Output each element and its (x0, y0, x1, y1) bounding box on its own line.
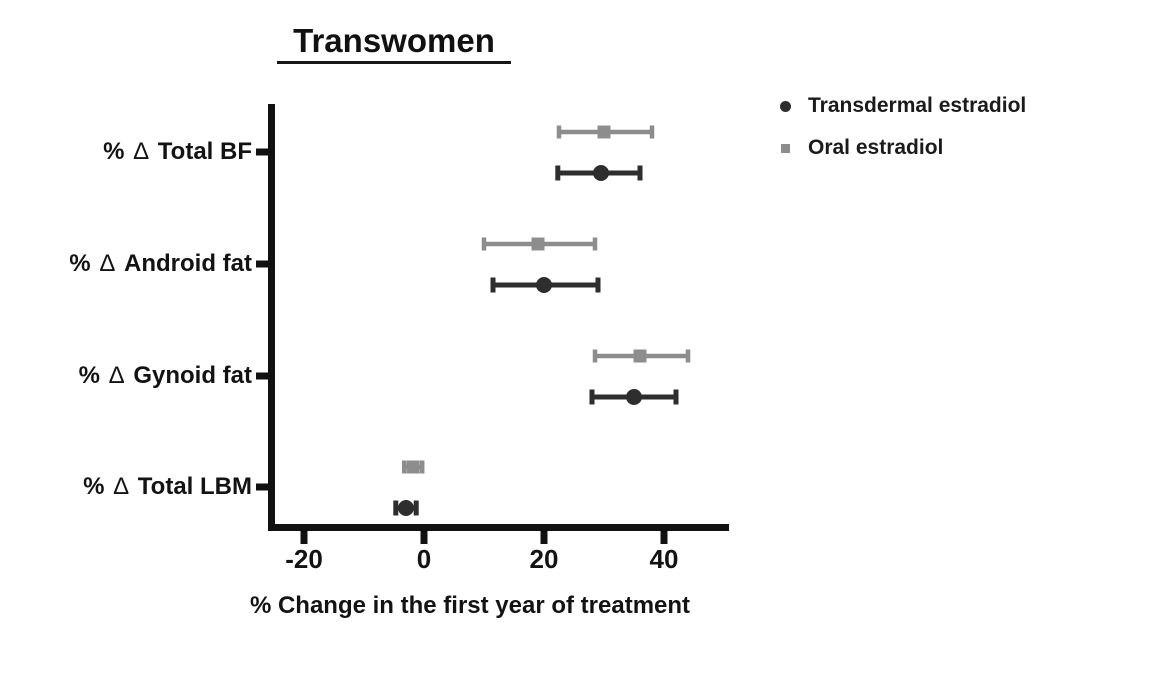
marker-circle (593, 165, 609, 181)
delta-symbol: Δ (108, 362, 125, 389)
x-tick-label: 0 (416, 544, 432, 574)
circle-marker-icon (780, 100, 791, 112)
delta-symbol: Δ (113, 473, 130, 500)
y-category-label: % Δ Android fat (69, 250, 252, 277)
legend-item-oral: Oral estradiol (780, 136, 1026, 160)
marker-circle (626, 389, 642, 405)
x-tick-label: -20 (285, 544, 323, 574)
chart-title: Transwomen (277, 22, 511, 64)
delta-symbol: Δ (99, 250, 116, 277)
square-marker-icon (781, 143, 790, 153)
marker-square (406, 460, 420, 474)
legend-item-transdermal: Transdermal estradiol (780, 94, 1026, 118)
marker-circle (398, 500, 414, 516)
legend-label-oral: Oral estradiol (808, 136, 944, 159)
x-tick-label: 40 (649, 544, 679, 574)
y-category-label: % Δ Total LBM (83, 473, 252, 500)
y-category-label: % Δ Total BF (103, 138, 252, 165)
delta-symbol: Δ (133, 138, 150, 165)
marker-circle (536, 277, 552, 293)
x-tick-label: 20 (529, 544, 559, 574)
marker-square (531, 237, 545, 251)
y-category-label: % Δ Gynoid fat (78, 362, 252, 389)
legend-label-transdermal: Transdermal estradiol (808, 94, 1027, 117)
x-axis-label: % Change in the first year of treatment (249, 592, 691, 619)
marker-square (633, 349, 647, 363)
marker-square (597, 125, 611, 139)
legend: Transdermal estradiol Oral estradiol (780, 94, 1026, 160)
